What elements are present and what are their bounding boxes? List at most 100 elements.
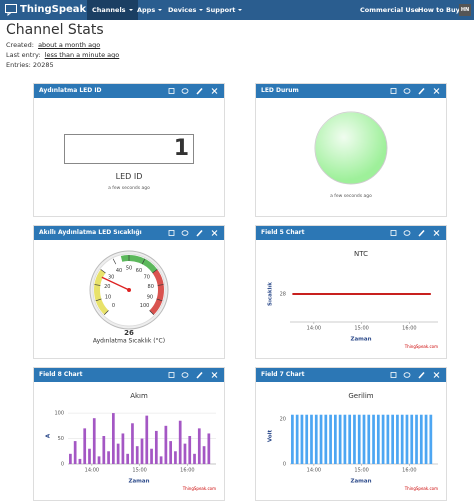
chart: Gerilim Volt Zaman ThingSpeak.com 0 20 14:00 15… bbox=[268, 392, 439, 491]
bar bbox=[338, 414, 342, 464]
icon-comment bbox=[403, 230, 411, 236]
bar bbox=[319, 414, 323, 464]
gauge-tick-label: 60 bbox=[136, 268, 142, 274]
bar bbox=[197, 428, 201, 464]
y-axis-label: Sıcaklık bbox=[268, 282, 274, 306]
x-tick-label: 15:00 bbox=[354, 326, 368, 332]
widget-icons bbox=[390, 371, 440, 379]
label: Created: bbox=[6, 41, 34, 49]
gauge-tick bbox=[104, 310, 109, 315]
icon-open[interactable] bbox=[390, 88, 397, 94]
chart-title: Akım bbox=[130, 392, 148, 400]
bar bbox=[396, 414, 399, 464]
bar bbox=[300, 414, 304, 464]
widget: Aydınlatma LED ID 1 LED ID a few seconds… bbox=[33, 83, 225, 217]
icon-edit bbox=[196, 371, 203, 379]
bar bbox=[372, 414, 375, 464]
gauge-tick bbox=[156, 298, 163, 302]
widget-header: LED Durum bbox=[256, 84, 446, 98]
widget-header: Field 5 Chart bbox=[256, 226, 446, 240]
nav-channels[interactable]: Channels bbox=[87, 0, 138, 20]
x-tick-label: 15:00 bbox=[132, 468, 146, 474]
nav-apps[interactable]: Apps bbox=[137, 0, 163, 20]
nav-buy[interactable]: How to Buy bbox=[418, 6, 460, 14]
nav-support[interactable]: Support bbox=[206, 0, 243, 20]
widget-header: Aydınlatma LED ID bbox=[34, 84, 224, 98]
bar bbox=[135, 446, 139, 464]
bar bbox=[97, 456, 101, 464]
bar bbox=[116, 443, 120, 464]
gauge-tick-label: 30 bbox=[108, 275, 114, 281]
bar bbox=[178, 420, 182, 464]
bar bbox=[410, 414, 414, 464]
bar bbox=[121, 433, 125, 464]
page-title: Channel Stats bbox=[6, 22, 104, 38]
bar bbox=[140, 438, 144, 464]
credit: ThingSpeak.com bbox=[182, 486, 216, 491]
chart: Akım A Zaman ThingSpeak.com 0 50 100 14:00 15:00… bbox=[46, 392, 217, 491]
widget-title: Aydınlatma LED ID bbox=[39, 87, 102, 94]
icon-open[interactable] bbox=[390, 230, 397, 236]
gauge-tick-label: 70 bbox=[144, 275, 150, 281]
bar bbox=[429, 414, 433, 464]
gauge-tick-label: 20 bbox=[104, 284, 110, 290]
bar bbox=[154, 430, 158, 464]
widget-body: Gerilim Volt Zaman ThingSpeak.com 0 20 14:00 15… bbox=[256, 382, 446, 500]
last-entry[interactable]: less than a minute ago bbox=[44, 51, 120, 59]
widget-title: Field 5 Chart bbox=[261, 229, 305, 236]
widget-title: Field 8 Chart bbox=[39, 371, 83, 378]
y-tick-label: 50 bbox=[58, 436, 64, 442]
icon-close bbox=[433, 88, 440, 94]
widget-icons bbox=[168, 87, 218, 95]
brand[interactable]: ThingSpeak™ bbox=[20, 4, 97, 15]
gauge-tick-label: 90 bbox=[147, 294, 153, 300]
created[interactable]: about a month ago bbox=[38, 41, 101, 49]
bar bbox=[183, 443, 187, 464]
gauge-tick bbox=[141, 258, 146, 265]
y-tick-label: 28 bbox=[280, 292, 286, 298]
chart: NTC Sıcaklık Zaman ThingSpeak.com 28 14:00 15:… bbox=[268, 250, 439, 349]
nav-label: Devices bbox=[168, 6, 197, 14]
icon-close bbox=[433, 230, 440, 236]
gauge-tick bbox=[100, 269, 106, 274]
icon-open[interactable] bbox=[390, 372, 397, 378]
lamp-shine bbox=[315, 112, 387, 184]
icon-open[interactable] bbox=[168, 88, 175, 94]
bar bbox=[400, 414, 404, 464]
y-tick-label: 0 bbox=[283, 462, 286, 468]
chart-title: NTC bbox=[354, 250, 368, 258]
icon-close bbox=[211, 230, 218, 236]
bar bbox=[415, 414, 418, 464]
icon-open[interactable] bbox=[168, 230, 175, 236]
avatar[interactable]: HN bbox=[459, 4, 471, 16]
bar bbox=[107, 451, 110, 464]
bar bbox=[381, 414, 385, 464]
icon-comment bbox=[403, 372, 411, 378]
nav-commercial[interactable]: Commercial Use bbox=[360, 6, 419, 14]
chart-title: Gerilim bbox=[348, 392, 373, 400]
bar bbox=[419, 414, 423, 464]
gauge-tick-label: 100 bbox=[140, 303, 150, 309]
bar bbox=[126, 453, 130, 464]
entries: 20285 bbox=[32, 61, 54, 69]
gauge-hub bbox=[127, 288, 131, 292]
bar bbox=[310, 414, 313, 464]
icon-open[interactable] bbox=[168, 372, 175, 378]
bar bbox=[329, 414, 332, 464]
widget: LED Durum a few seconds ago bbox=[255, 83, 447, 217]
gauge-tick-label: 0 bbox=[112, 303, 115, 309]
y-tick-label: 0 bbox=[61, 462, 64, 468]
widget-header: Akıllı Aydınlatma LED Sıcaklığı bbox=[34, 226, 224, 240]
x-tick-label: 15:00 bbox=[354, 468, 368, 474]
gauge-tick-label: 40 bbox=[116, 268, 122, 274]
bar bbox=[88, 448, 91, 464]
bar bbox=[145, 415, 149, 464]
nav-devices[interactable]: Devices bbox=[168, 0, 204, 20]
navbar: ThingSpeak™ Channels Apps Devices Suppor… bbox=[0, 0, 474, 20]
gauge-tick bbox=[157, 284, 164, 286]
created-row: Created: about a month ago bbox=[6, 41, 100, 49]
label: Entries: bbox=[6, 61, 31, 69]
gauge-value: 26 bbox=[124, 329, 134, 337]
icon-comment bbox=[403, 88, 411, 94]
